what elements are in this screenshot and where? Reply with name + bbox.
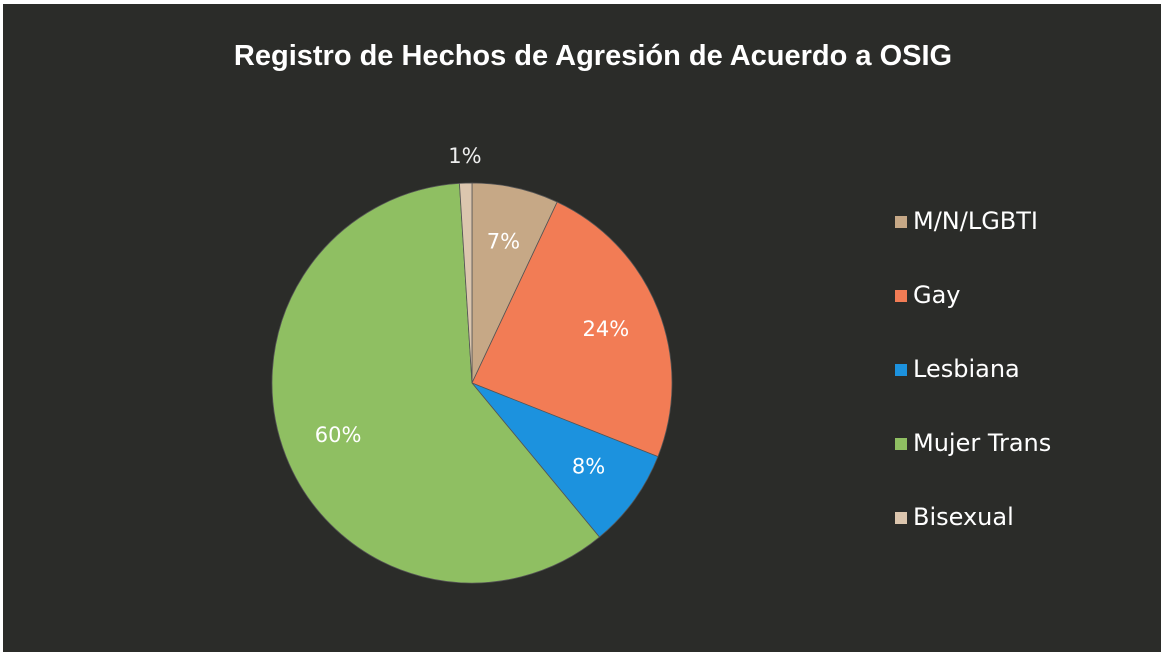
- legend-label: Bisexual: [913, 503, 1014, 531]
- legend-swatch: [895, 364, 907, 376]
- legend-swatch: [895, 512, 907, 524]
- data-label: 24%: [583, 317, 630, 341]
- pie-slice: [471, 382, 659, 538]
- data-label: 1%: [448, 144, 481, 168]
- pie-slice: [471, 201, 673, 458]
- data-label: 60%: [315, 423, 362, 447]
- legend-label: Lesbiana: [913, 355, 1020, 383]
- legend-swatch: [895, 216, 907, 228]
- chart-title: Registro de Hechos de Agresión de Acuerd…: [233, 40, 953, 72]
- pie-slice: [459, 182, 473, 384]
- legend-label: Mujer Trans: [913, 429, 1051, 457]
- legend-swatch: [895, 290, 907, 302]
- legend-swatch: [895, 438, 907, 450]
- pie-slice: [271, 182, 601, 584]
- data-label: 7%: [487, 229, 520, 253]
- legend-label: M/N/LGBTI: [913, 207, 1038, 235]
- chart: Registro de Hechos de Agresión de Acuerd…: [3, 4, 1161, 652]
- data-label: 8%: [572, 455, 605, 479]
- plot: 7% 24% 8% 60% 1% M/N/LGBTI Gay Lesbiana Mujer Tr…: [271, 144, 1051, 584]
- legend-label: Gay: [913, 281, 961, 309]
